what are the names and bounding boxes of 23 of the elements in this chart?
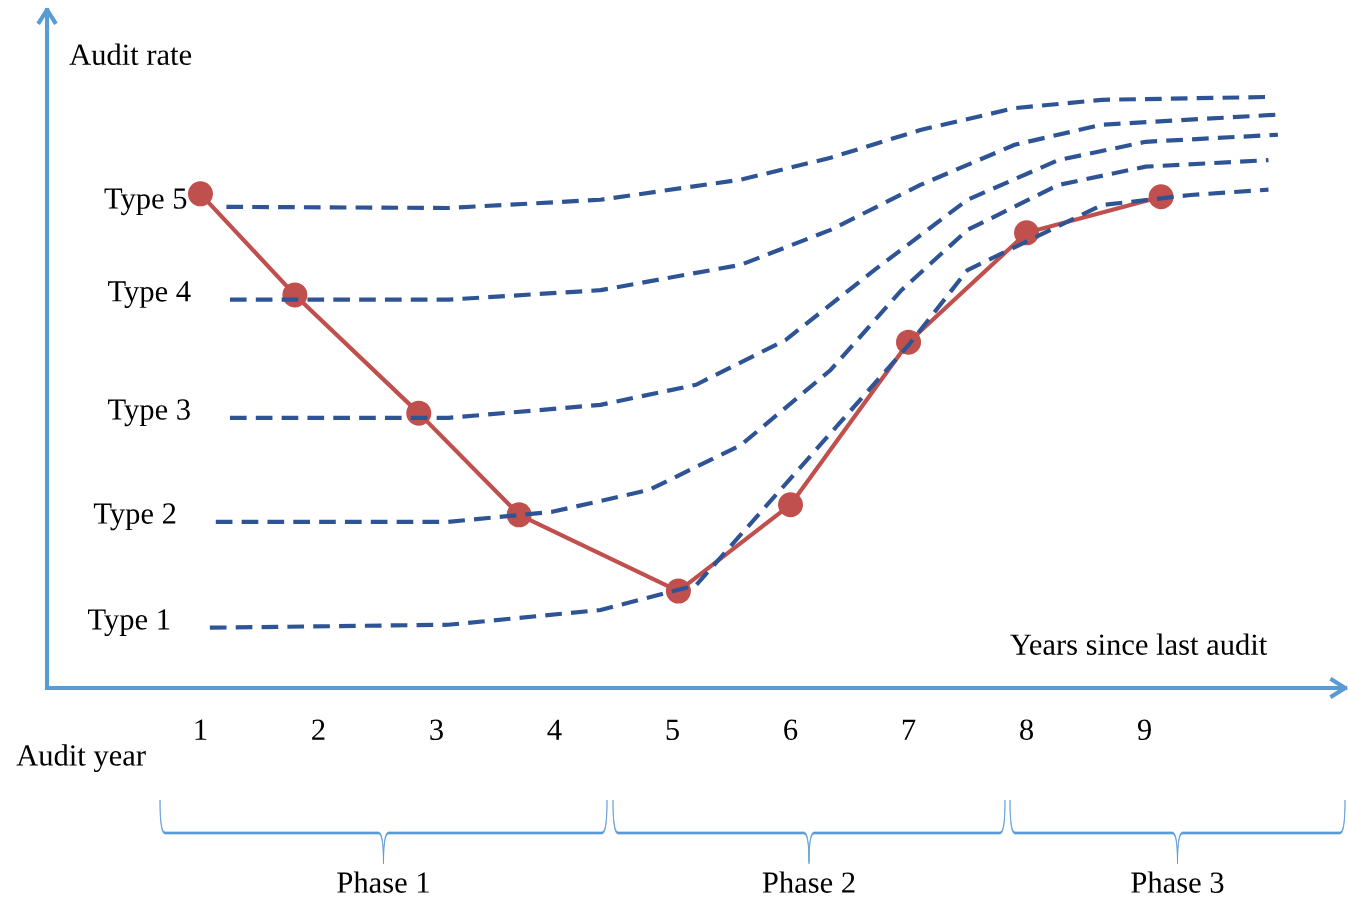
y-axis-title: Audit rate	[69, 43, 192, 66]
text: Phase 3	[1131, 871, 1224, 893]
point	[778, 492, 804, 518]
x-tick-label: 6	[784, 719, 798, 741]
point	[187, 181, 213, 207]
text: Phase 2	[762, 871, 855, 893]
series-label: Type 5	[104, 188, 187, 216]
x-tick-label: 5	[666, 719, 679, 741]
series-label: Type 4	[108, 281, 191, 308]
text: Audit year	[16, 744, 146, 773]
point	[1014, 220, 1040, 246]
x-tick-label: 2	[312, 719, 325, 740]
text: Phase 1	[337, 871, 429, 893]
x-tick-label: 3	[430, 719, 443, 741]
x-tick-label: 9	[1137, 719, 1151, 741]
series-label: Type 2	[93, 503, 176, 531]
x-axis-title: Years since last audit	[1010, 633, 1268, 655]
x-tick-label: 8	[1020, 719, 1034, 741]
x-tick-label: 4	[547, 719, 562, 740]
series-label: Type 1	[88, 609, 170, 636]
x-tick-label: 1	[195, 719, 207, 740]
x-tick-label: 7	[902, 719, 916, 740]
series-label: Type 3	[108, 399, 190, 427]
